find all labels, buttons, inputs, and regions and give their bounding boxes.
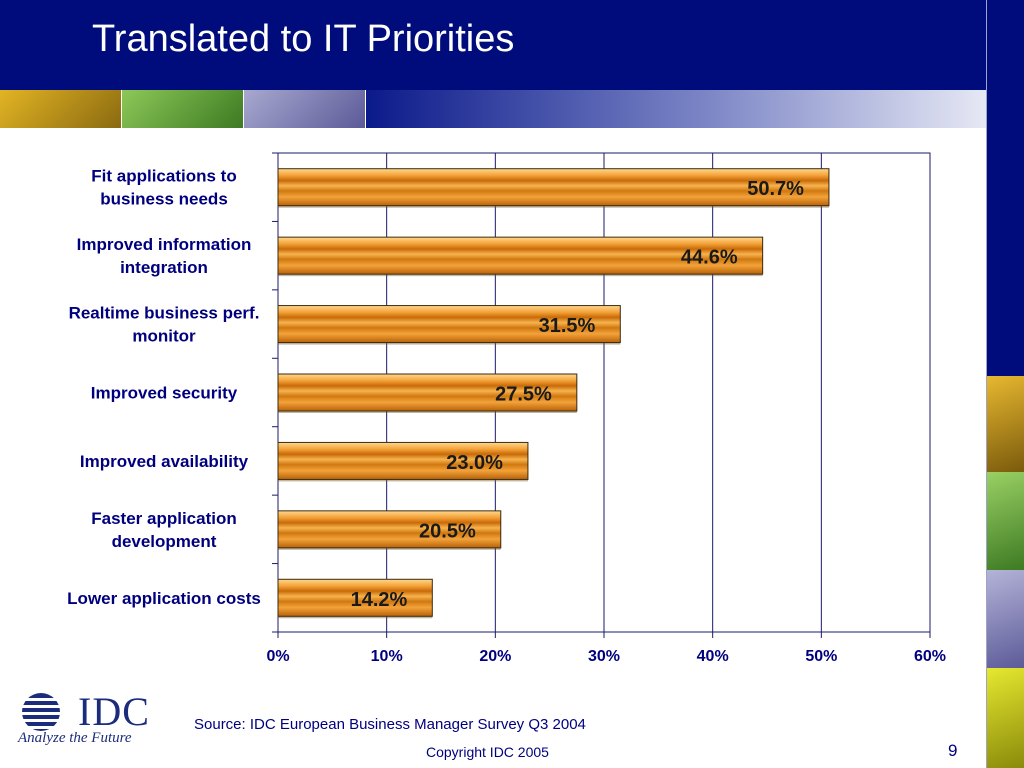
bar bbox=[277, 305, 621, 344]
category-label: Improved information integration bbox=[77, 235, 252, 277]
banner-tile-green bbox=[122, 90, 244, 128]
data-label: 50.7% bbox=[747, 178, 804, 200]
bars-layer bbox=[277, 168, 830, 619]
category-labels: Fit applications to business needs Improve… bbox=[67, 167, 261, 608]
value-labels: 50.7% 44.6% 31.5% 27.5% 23.0% 20.5% 14.2% bbox=[351, 178, 805, 611]
decorative-banner bbox=[0, 90, 986, 128]
right-decor-rail bbox=[986, 0, 1024, 768]
banner-tile-gold bbox=[0, 90, 122, 128]
title-bar: Translated to IT Priorities bbox=[0, 0, 986, 104]
page-number: 9 bbox=[948, 741, 958, 760]
source-note: Source: IDC European Business Manager Su… bbox=[194, 716, 586, 733]
data-label: 14.2% bbox=[351, 589, 408, 611]
banner-tile-blue bbox=[244, 90, 366, 128]
slide-title: Translated to IT Priorities bbox=[92, 18, 515, 60]
data-label: 44.6% bbox=[681, 247, 738, 269]
rail-tile-blue bbox=[987, 570, 1024, 668]
logo-tagline: Analyze the Future bbox=[18, 730, 132, 746]
data-label: 31.5% bbox=[539, 315, 596, 337]
grid-layer bbox=[272, 152, 931, 638]
data-label: 27.5% bbox=[495, 384, 552, 406]
bar bbox=[277, 578, 433, 617]
rail-tile-green bbox=[987, 472, 1024, 570]
bar bbox=[277, 373, 578, 412]
x-tick-label: 40% bbox=[697, 648, 729, 665]
data-label: 23.0% bbox=[446, 452, 503, 474]
x-tick-label: 60% bbox=[914, 648, 946, 665]
category-label: Improved security bbox=[91, 384, 238, 403]
globe-icon bbox=[20, 693, 64, 731]
x-tick-label: 20% bbox=[479, 648, 511, 665]
x-axis-ticks: 0% 10% 20% 30% 40% 50% 60% bbox=[266, 648, 946, 665]
x-tick-label: 50% bbox=[805, 648, 837, 665]
bar bbox=[277, 510, 502, 549]
x-tick-label: 30% bbox=[588, 648, 620, 665]
bar bbox=[277, 168, 830, 207]
copyright-note: Copyright IDC 2005 bbox=[426, 744, 549, 760]
data-label: 20.5% bbox=[419, 520, 476, 542]
category-label: Realtime business perf. monitor bbox=[69, 304, 260, 346]
category-label: Improved availability bbox=[80, 452, 249, 471]
x-tick-label: 10% bbox=[371, 648, 403, 665]
rail-tile-yellow bbox=[987, 668, 1024, 768]
category-label: Faster application development bbox=[91, 509, 236, 551]
bar bbox=[277, 236, 764, 275]
logo-wordmark: IDC bbox=[78, 689, 150, 734]
banner-fade bbox=[366, 90, 986, 128]
x-tick-label: 0% bbox=[266, 648, 289, 665]
idc-logo: IDC Analyze the Future bbox=[16, 690, 166, 756]
category-label: Fit applications to business needs bbox=[91, 167, 236, 209]
bar-chart: Fit applications to business needs Improve… bbox=[67, 152, 946, 665]
bar bbox=[277, 441, 529, 480]
category-label: Lower application costs bbox=[67, 589, 261, 608]
rail-tile-gold bbox=[987, 376, 1024, 472]
